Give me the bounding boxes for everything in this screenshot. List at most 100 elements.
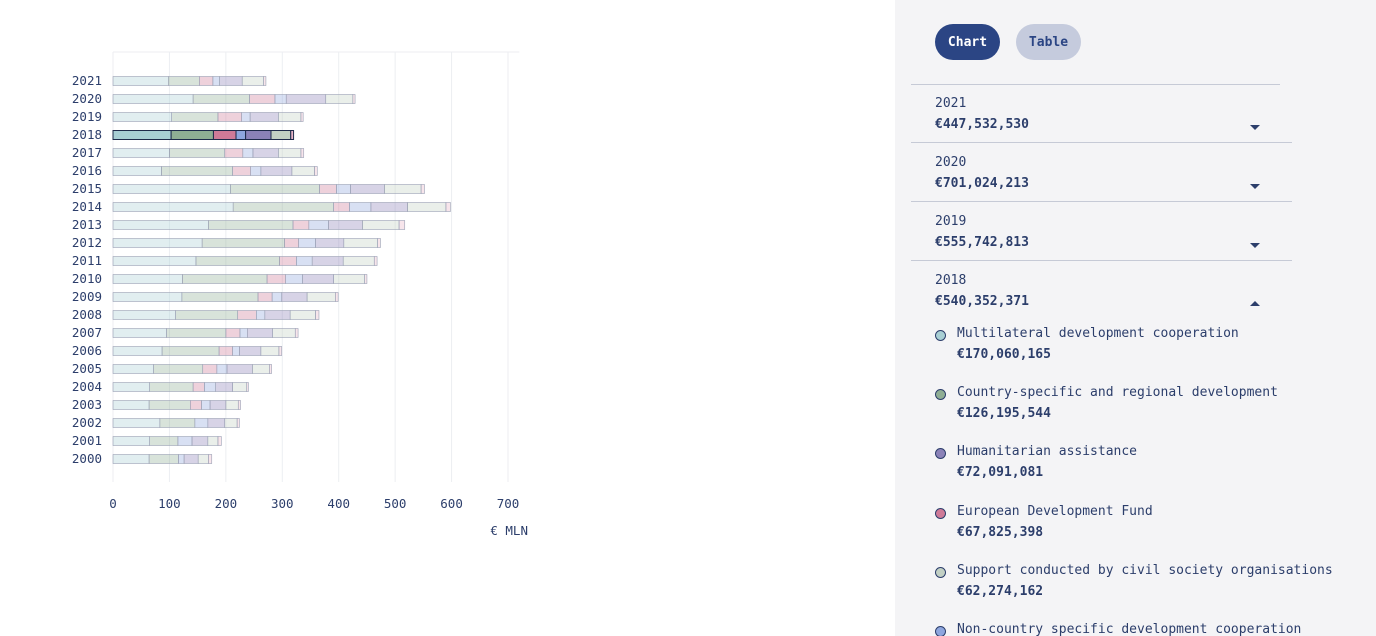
bar-segment-2021-4[interactable] [219, 76, 243, 86]
bar-segment-2019-3[interactable] [241, 112, 251, 122]
bar-segment-2018-1[interactable] [170, 130, 214, 140]
bar-segment-2020-5[interactable] [325, 94, 354, 104]
bar-segment-2015-4[interactable] [350, 184, 385, 194]
bar-segment-2016-4[interactable] [260, 166, 293, 176]
bar-segment-2005-1[interactable] [153, 364, 204, 374]
bar-segment-2020-3[interactable] [274, 94, 287, 104]
year-row-2021[interactable]: 2021 €447,532,530 [911, 84, 1292, 143]
bar-segment-2003-1[interactable] [148, 400, 191, 410]
bar-segment-2000-0[interactable] [112, 454, 150, 464]
bar-segment-2019-2[interactable] [217, 112, 242, 122]
bar-segment-2011-1[interactable] [195, 256, 280, 266]
bar-segment-2020-4[interactable] [285, 94, 327, 104]
table-view-button[interactable]: Table [1016, 24, 1081, 60]
bar-segment-2021-2[interactable] [199, 76, 214, 86]
bar-segment-2009-0[interactable] [112, 292, 183, 302]
bar-segment-2012-5[interactable] [343, 238, 378, 248]
bar-segment-2006-5[interactable] [260, 346, 280, 356]
bar-segment-2002-3[interactable] [194, 418, 209, 428]
bar-segment-2008-1[interactable] [175, 310, 239, 320]
bar-segment-2010-6[interactable] [364, 274, 368, 284]
bar-segment-2013-0[interactable] [112, 220, 209, 230]
bar-segment-2007-0[interactable] [112, 328, 167, 338]
bar-segment-2020-1[interactable] [192, 94, 250, 104]
bar-segment-2016-0[interactable] [112, 166, 162, 176]
bar-segment-2015-6[interactable] [420, 184, 425, 194]
bar-segment-2013-2[interactable] [292, 220, 310, 230]
bar-segment-2007-2[interactable] [225, 328, 241, 338]
bar-segment-2013-5[interactable] [362, 220, 400, 230]
bar-segment-2001-3[interactable] [177, 436, 193, 446]
bar-segment-2012-1[interactable] [201, 238, 285, 248]
bar-segment-2001-6[interactable] [217, 436, 222, 446]
bar-segment-2001-5[interactable] [207, 436, 219, 446]
bar-segment-2008-6[interactable] [315, 310, 320, 320]
bar-segment-2019-6[interactable] [300, 112, 304, 122]
bar-segment-2010-2[interactable] [266, 274, 286, 284]
bar-segment-2016-6[interactable] [314, 166, 318, 176]
bar-segment-2017-0[interactable] [112, 148, 170, 158]
bar-segment-2012-4[interactable] [315, 238, 345, 248]
bar-segment-2007-1[interactable] [166, 328, 227, 338]
bar-segment-2008-5[interactable] [289, 310, 316, 320]
bar-segment-2018-2[interactable] [212, 130, 237, 140]
bar-segment-2011-4[interactable] [311, 256, 344, 266]
bar-segment-2000-1[interactable] [148, 454, 179, 464]
chart-view-button[interactable]: Chart [935, 24, 1000, 60]
bar-segment-2002-1[interactable] [159, 418, 196, 428]
bar-segment-2008-2[interactable] [237, 310, 257, 320]
bar-segment-2019-4[interactable] [249, 112, 279, 122]
bar-segment-2009-5[interactable] [306, 292, 336, 302]
bar-segment-2021-5[interactable] [241, 76, 264, 86]
bar-segment-2014-3[interactable] [349, 202, 372, 212]
bar-segment-2011-3[interactable] [296, 256, 313, 266]
bar-segment-2011-5[interactable] [342, 256, 375, 266]
bar-segment-2012-6[interactable] [377, 238, 381, 248]
bar-segment-2010-4[interactable] [302, 274, 334, 284]
bar-segment-2003-0[interactable] [112, 400, 150, 410]
bar-segment-2013-1[interactable] [208, 220, 294, 230]
bar-segment-2017-3[interactable] [242, 148, 254, 158]
bar-segment-2003-3[interactable] [201, 400, 211, 410]
bar-segment-2001-1[interactable] [149, 436, 179, 446]
bar-segment-2003-2[interactable] [190, 400, 202, 410]
bar-segment-2013-3[interactable] [308, 220, 329, 230]
bar-segment-2009-3[interactable] [271, 292, 283, 302]
bar-segment-2002-4[interactable] [207, 418, 226, 428]
bar-segment-2017-5[interactable] [278, 148, 302, 158]
bar-segment-2007-6[interactable] [294, 328, 299, 338]
bar-segment-2003-6[interactable] [237, 400, 241, 410]
bar-segment-2018-3[interactable] [235, 130, 247, 140]
bar-segment-2006-1[interactable] [161, 346, 220, 356]
bar-segment-2015-0[interactable] [112, 184, 231, 194]
bar-segment-2002-5[interactable] [224, 418, 238, 428]
bar-segment-2014-0[interactable] [112, 202, 234, 212]
bar-segment-2004-6[interactable] [246, 382, 249, 392]
bar-segment-2000-6[interactable] [208, 454, 213, 464]
bar-segment-2009-4[interactable] [281, 292, 308, 302]
bar-segment-2005-2[interactable] [202, 364, 218, 374]
bar-segment-2008-3[interactable] [256, 310, 266, 320]
bar-segment-2014-2[interactable] [333, 202, 350, 212]
bar-segment-2021-6[interactable] [263, 76, 267, 86]
year-row-2020[interactable]: 2020 €701,024,213 [911, 143, 1292, 202]
chevron-down-icon[interactable] [1248, 181, 1262, 191]
bar-segment-2020-2[interactable] [249, 94, 276, 104]
bar-segment-2003-4[interactable] [209, 400, 227, 410]
chevron-down-icon[interactable] [1248, 240, 1262, 250]
bar-segment-2000-3[interactable] [178, 454, 185, 464]
bar-segment-2012-0[interactable] [112, 238, 203, 248]
bar-segment-2004-5[interactable] [232, 382, 248, 392]
bar-segment-2006-6[interactable] [278, 346, 283, 356]
bar-segment-2006-0[interactable] [112, 346, 163, 356]
bar-segment-2009-2[interactable] [257, 292, 273, 302]
bar-segment-2021-0[interactable] [112, 76, 169, 86]
bar-segment-2014-5[interactable] [407, 202, 447, 212]
bar-segment-2008-4[interactable] [264, 310, 291, 320]
bar-segment-2006-2[interactable] [218, 346, 233, 356]
bar-segment-2018-0[interactable] [112, 130, 172, 140]
bar-segment-2016-1[interactable] [161, 166, 233, 176]
bar-segment-2013-6[interactable] [398, 220, 406, 230]
bar-segment-2007-3[interactable] [239, 328, 248, 338]
bar-segment-2007-5[interactable] [272, 328, 296, 338]
